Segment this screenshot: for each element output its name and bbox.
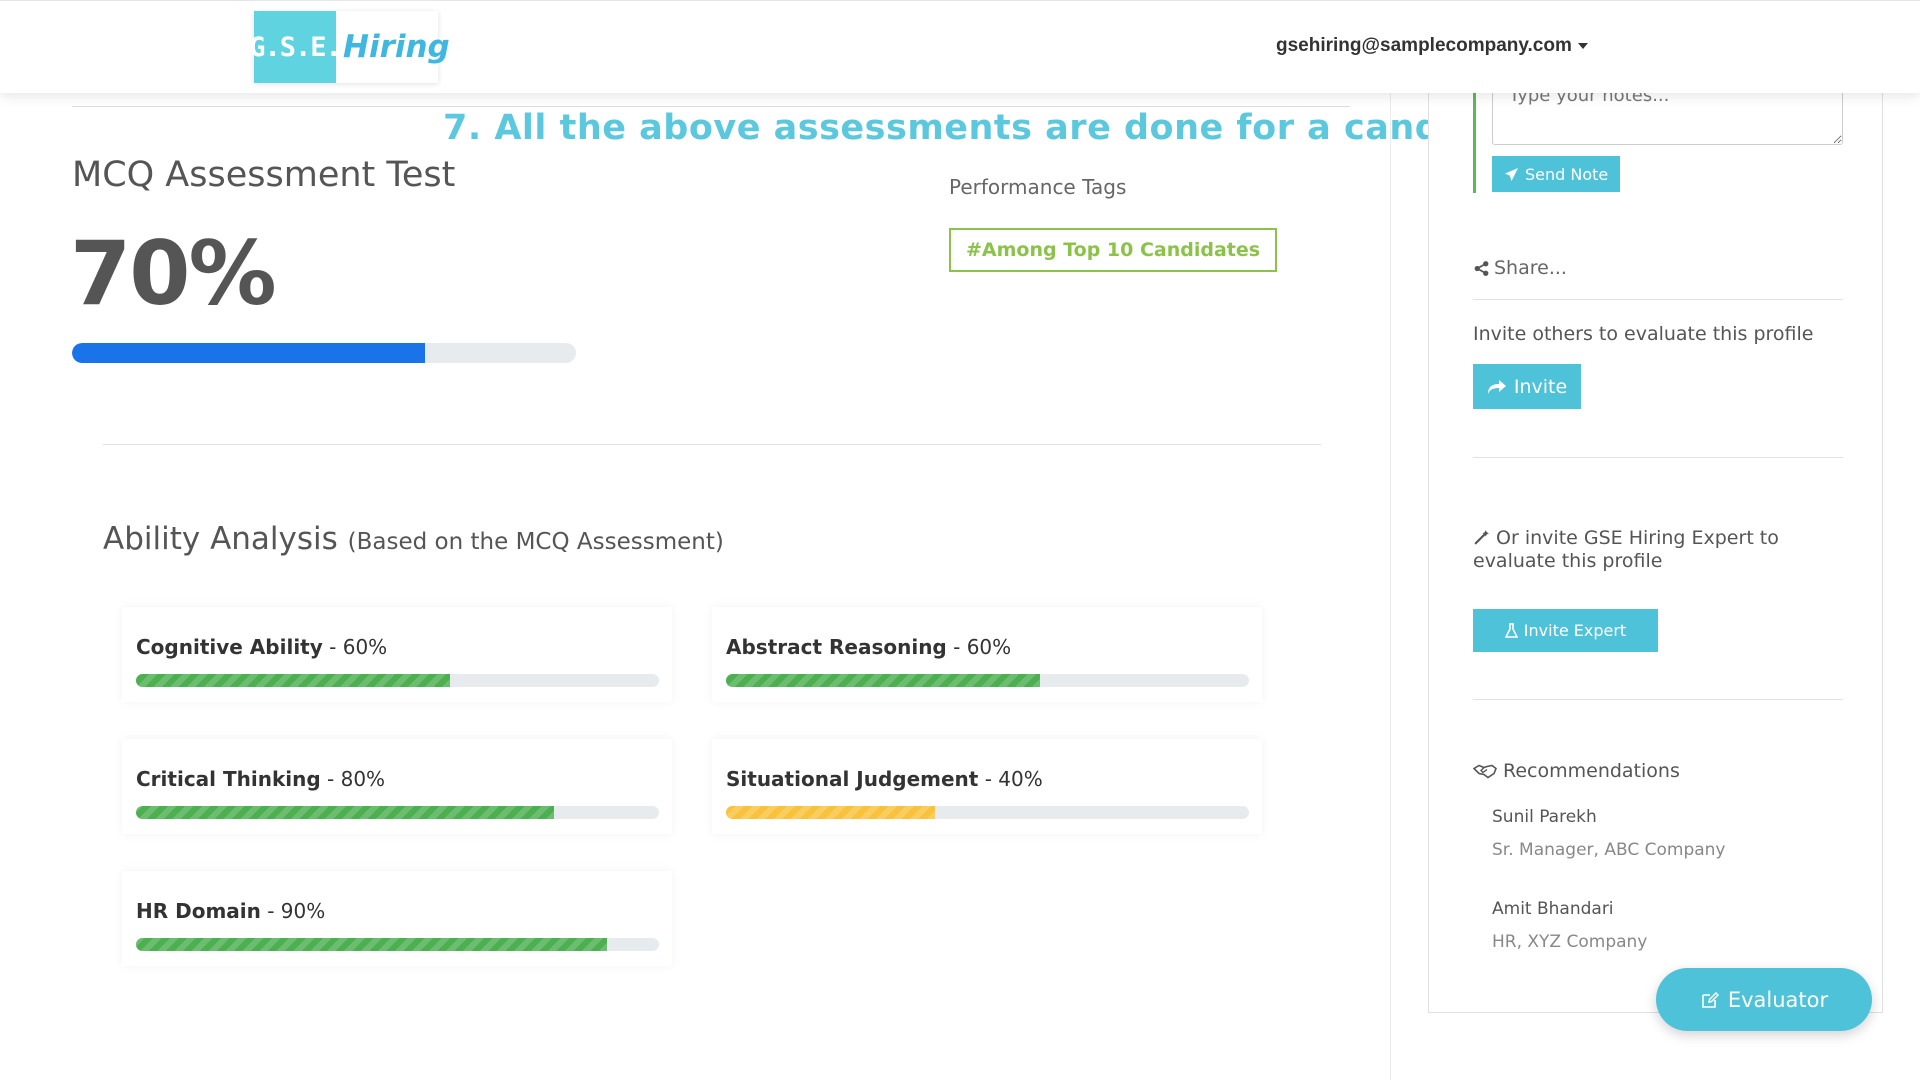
column-divider bbox=[1390, 93, 1391, 1080]
assessment-score: 70% bbox=[70, 222, 277, 325]
skill-name: HR Domain bbox=[136, 899, 261, 923]
invite-description: Invite others to evaluate this profile bbox=[1473, 323, 1814, 345]
recommender-name: Sunil Parekh bbox=[1492, 807, 1597, 827]
skill-progress-bar bbox=[726, 674, 1249, 687]
skill-progress-fill bbox=[136, 674, 450, 687]
skill-card-critical-thinking: Critical Thinking - 80% bbox=[122, 739, 672, 834]
skill-progress-fill bbox=[726, 674, 1040, 687]
skill-percent: - 40% bbox=[978, 767, 1043, 791]
share-link[interactable]: Share... bbox=[1473, 257, 1567, 279]
performance-tags-label: Performance Tags bbox=[949, 175, 1127, 199]
logo-wordmark: Hiring bbox=[343, 29, 450, 65]
skill-name: Critical Thinking bbox=[136, 767, 321, 791]
flask-icon bbox=[1504, 622, 1518, 638]
skill-card-cognitive-ability: Cognitive Ability - 60% bbox=[122, 607, 672, 702]
skill-label: Critical Thinking - 80% bbox=[136, 767, 385, 791]
skill-label: Abstract Reasoning - 60% bbox=[726, 635, 1011, 659]
paper-plane-icon bbox=[1504, 167, 1519, 181]
ability-analysis-title: Ability Analysis (Based on the MCQ Asses… bbox=[103, 521, 724, 557]
invite-expert-button[interactable]: Invite Expert bbox=[1473, 609, 1658, 652]
share-label: Share... bbox=[1494, 257, 1567, 279]
notes-accent-line bbox=[1473, 93, 1476, 193]
ability-title-text: Ability Analysis bbox=[103, 521, 338, 557]
assessment-title: MCQ Assessment Test bbox=[72, 155, 456, 195]
recommender-name: Amit Bhandari bbox=[1492, 899, 1614, 919]
skill-progress-bar bbox=[136, 806, 659, 819]
invite-expert-label: Invite Expert bbox=[1523, 621, 1627, 640]
skill-name: Situational Judgement bbox=[726, 767, 979, 791]
skill-percent: - 80% bbox=[320, 767, 386, 791]
top-navbar: G.S.E. Hiring gsehiring@samplecompany.co… bbox=[0, 0, 1920, 93]
section-divider bbox=[103, 444, 1321, 445]
skill-label: HR Domain - 90% bbox=[136, 899, 325, 923]
skill-card-hr-domain: HR Domain - 90% bbox=[122, 871, 672, 966]
magic-wand-icon bbox=[1474, 530, 1489, 545]
expert-text: Or invite GSE Hiring Expert to evaluate … bbox=[1473, 527, 1779, 572]
skill-percent: - 60% bbox=[322, 635, 388, 659]
send-note-button[interactable]: Send Note bbox=[1492, 156, 1621, 192]
skill-name: Cognitive Ability bbox=[136, 635, 323, 659]
skill-progress-bar bbox=[136, 938, 659, 951]
sidebar-divider bbox=[1473, 699, 1843, 700]
assessment-progress-fill bbox=[72, 343, 425, 363]
sidebar-divider bbox=[1473, 299, 1843, 300]
skill-label: Situational Judgement - 40% bbox=[726, 767, 1043, 791]
skill-percent: - 90% bbox=[260, 899, 326, 923]
user-account-dropdown[interactable]: gsehiring@samplecompany.com bbox=[1276, 35, 1588, 57]
recommender-role: Sr. Manager, ABC Company bbox=[1492, 840, 1726, 860]
recommendations-heading: Recommendations bbox=[1473, 760, 1680, 782]
recommendations-title: Recommendations bbox=[1503, 760, 1680, 782]
user-email: gsehiring@samplecompany.com bbox=[1276, 35, 1572, 56]
skill-progress-fill bbox=[726, 806, 936, 819]
assessment-progress-bar bbox=[72, 343, 576, 363]
skill-label: Cognitive Ability - 60% bbox=[136, 635, 387, 659]
evaluator-label: Evaluator bbox=[1727, 987, 1829, 1012]
skill-progress-fill bbox=[136, 806, 555, 819]
skill-progress-fill bbox=[136, 938, 607, 951]
skill-percent: - 60% bbox=[946, 635, 1012, 659]
logo-badge: G.S.E. bbox=[249, 11, 342, 83]
edit-icon bbox=[1702, 991, 1719, 1008]
performance-tag: #Among Top 10 Candidates bbox=[949, 228, 1278, 272]
ability-subtitle: (Based on the MCQ Assessment) bbox=[347, 529, 724, 555]
skill-card-situational-judgement: Situational Judgement - 40% bbox=[712, 739, 1262, 834]
top-divider bbox=[72, 106, 1350, 107]
skill-card-abstract-reasoning: Abstract Reasoning - 60% bbox=[712, 607, 1262, 702]
skill-progress-bar bbox=[726, 806, 1249, 819]
expert-invite-description: Or invite GSE Hiring Expert to evaluate … bbox=[1473, 527, 1818, 573]
handshake-icon bbox=[1473, 764, 1497, 778]
skill-name: Abstract Reasoning bbox=[726, 635, 947, 659]
skill-progress-bar bbox=[136, 674, 659, 687]
caret-down-icon bbox=[1577, 43, 1588, 49]
invite-button[interactable]: Invite bbox=[1473, 364, 1581, 409]
recommender-role: HR, XYZ Company bbox=[1492, 932, 1648, 952]
evaluation-sidebar bbox=[1428, 60, 1883, 1013]
step-caption: 7. All the above assessments are done fo… bbox=[443, 108, 1544, 148]
send-note-label: Send Note bbox=[1525, 164, 1609, 184]
sidebar-divider bbox=[1473, 457, 1843, 458]
brand-logo[interactable]: G.S.E. Hiring bbox=[249, 11, 450, 83]
evaluator-button[interactable]: Evaluator bbox=[1656, 968, 1872, 1031]
share-icon bbox=[1474, 260, 1489, 276]
invite-label: Invite bbox=[1513, 375, 1568, 398]
share-arrow-icon bbox=[1487, 379, 1506, 394]
